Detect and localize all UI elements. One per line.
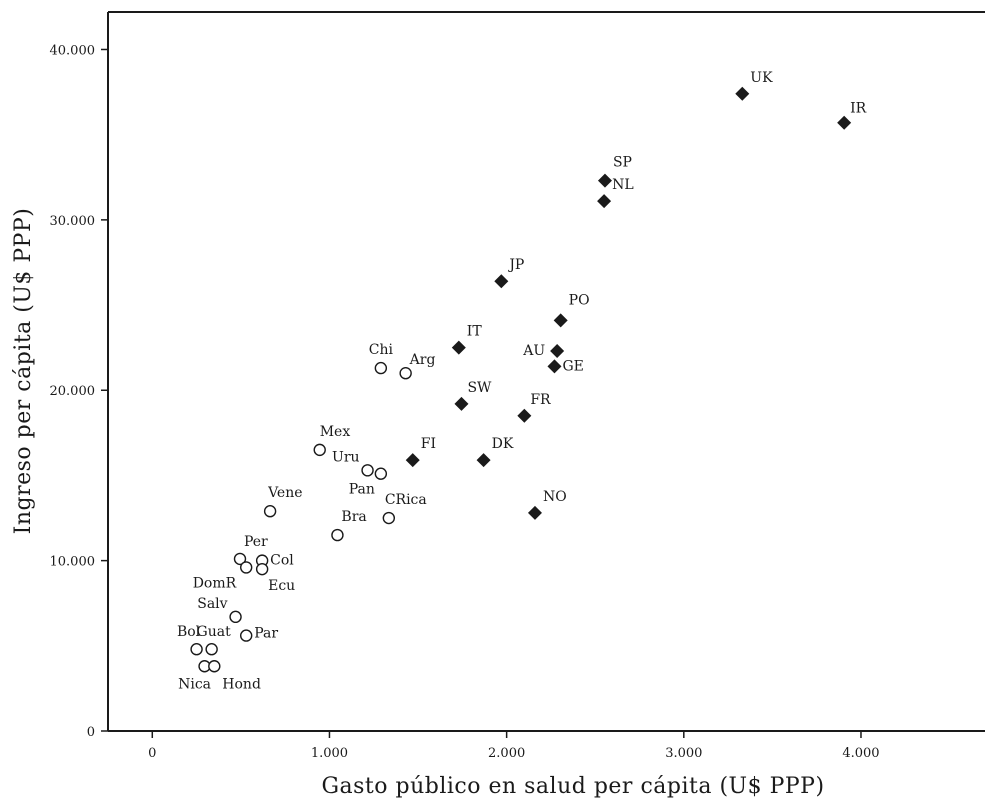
point-crica [382,511,396,525]
point-label-ecu: Ecu [268,578,295,594]
point-ir [837,115,852,130]
point-label-pan: Pan [349,482,375,498]
axes [107,11,985,732]
point-hond [208,660,221,673]
point-pan [374,467,388,480]
point-label-crica: CRica [385,492,427,508]
point-label-domr: DomR [193,575,237,591]
point-label-sp: SP [613,155,632,171]
y-tick-label: 0 [87,725,95,740]
point-salv [229,610,242,624]
point-fi [405,453,420,468]
point-domr [239,561,253,574]
point-label-uru: Uru [332,449,360,465]
point-per [233,552,247,566]
point-label-mex: Mex [320,424,351,440]
point-label-par: Par [254,626,278,642]
point-label-per: Per [244,534,268,550]
y-tick-label: 20.000 [50,384,96,399]
point-label-guat: Guat [197,624,232,640]
point-mex [313,443,326,457]
point-ecu [255,562,269,576]
point-vene [263,505,277,518]
point-label-bra: Bra [341,509,366,525]
point-uk [735,86,750,101]
y-axis-title: Ingreso per cápita (U$ PPP) [11,208,36,535]
point-label-col: Col [270,553,294,569]
point-label-chi: Chi [369,342,394,358]
point-label-dk: DK [492,436,514,452]
point-chi [374,361,388,375]
point-label-nl: NL [612,177,634,193]
point-label-salv: Salv [197,596,227,612]
x-tick-label: 4.000 [842,746,879,761]
point-label-arg: Arg [409,352,436,368]
point-par [239,629,253,642]
x-axis-title: Gasto público en salud per cápita (U$ PP… [321,774,824,799]
point-uru [361,464,374,477]
point-label-ir: IR [850,101,867,117]
x-tick-label: 2.000 [488,746,525,761]
point-label-au: AU [522,343,545,359]
y-tick-label: 30.000 [50,214,96,229]
point-sw [454,396,469,411]
point-jp [494,274,509,289]
point-label-hond: Hond [222,676,261,692]
point-bra [331,528,344,542]
point-label-vene: Vene [267,485,302,501]
point-label-it: IT [467,324,483,340]
data-points [190,86,852,673]
point-arg [399,367,412,380]
point-label-ge: GE [562,358,583,374]
point-no [527,505,542,520]
point-label-nica: Nica [178,676,211,692]
point-dk [476,453,491,468]
point-label-po: PO [569,292,590,308]
point-label-bol: Bol [177,624,201,640]
point-label-no: NO [543,489,567,505]
point-label-uk: UK [750,70,773,86]
point-au [550,344,565,359]
point-fr [517,408,532,423]
y-tick-label: 40.000 [50,43,96,58]
point-nl [597,194,612,209]
point-label-fr: FR [530,392,551,408]
x-tick-label: 1.000 [311,746,348,761]
point-label-jp: JP [507,257,524,273]
point-label-sw: SW [467,380,492,396]
point-guat [205,643,218,656]
x-tick-label: 3.000 [665,746,702,761]
point-label-fi: FI [421,436,436,452]
point-it [451,340,466,355]
point-bol [190,643,203,656]
y-tick-label: 10.000 [50,555,96,570]
ticks: 0 1.000 2.000 3.000 4.000 0 10.000 20.000 30.000… [50,43,880,761]
point-po [553,313,568,328]
x-tick-label: 0 [148,746,156,761]
point-sp [597,173,612,188]
point-ge [547,359,562,374]
